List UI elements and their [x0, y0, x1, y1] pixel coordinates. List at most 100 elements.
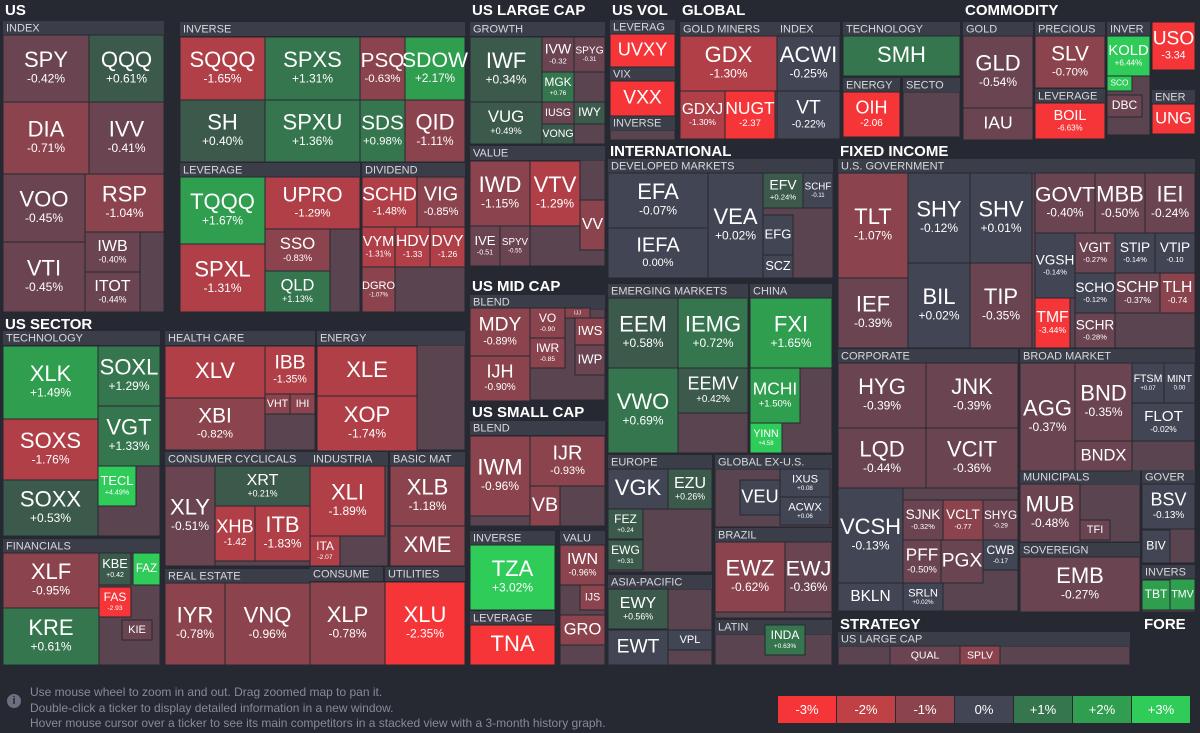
ticker-tile[interactable] [679, 90, 726, 140]
ticker-tile[interactable] [541, 36, 575, 73]
ticker-tile[interactable] [762, 254, 794, 279]
ticker-tile[interactable] [469, 435, 531, 517]
ticker-tile[interactable] [607, 468, 669, 510]
ticker-tile[interactable] [2, 607, 100, 666]
ticker-tile[interactable] [1114, 232, 1156, 274]
ticker-tile[interactable] [784, 541, 833, 613]
ticker-tile[interactable] [224, 582, 311, 666]
ticker-tile[interactable] [607, 297, 679, 369]
ticker-tile[interactable] [969, 262, 1033, 349]
ticker-tile[interactable] [902, 582, 944, 612]
ticker-tile[interactable] [309, 465, 386, 537]
ticker-tile[interactable] [609, 80, 676, 117]
ticker-tile[interactable] [361, 266, 396, 313]
ticker-tile[interactable] [1034, 297, 1071, 349]
ticker-tile[interactable] [469, 160, 531, 227]
ticker-tile[interactable] [2, 34, 90, 103]
ticker-tile[interactable] [1106, 75, 1133, 92]
ticker-tile[interactable] [429, 226, 466, 268]
ticker-tile[interactable] [394, 226, 431, 268]
ticker-tile[interactable] [179, 36, 266, 101]
ticker-tile[interactable] [164, 582, 226, 666]
ticker-tile[interactable] [842, 35, 961, 77]
ticker-tile[interactable] [837, 362, 927, 429]
ticker-tile[interactable] [579, 199, 606, 251]
ticker-tile[interactable] [1074, 440, 1133, 472]
ticker-tile[interactable] [404, 99, 466, 163]
ticker-tile[interactable] [384, 581, 466, 666]
ticker-tile[interactable] [97, 405, 161, 467]
ticker-tile[interactable] [925, 362, 1019, 429]
ticker-tile[interactable] [264, 345, 316, 395]
ticker-tile[interactable] [962, 107, 1034, 141]
ticker-tile[interactable] [88, 34, 165, 103]
ticker-tile[interactable] [1106, 35, 1151, 77]
ticker-tile[interactable] [607, 227, 709, 279]
ticker-tile[interactable] [404, 36, 466, 101]
ticker-tile[interactable] [1074, 312, 1116, 349]
ticker-tile[interactable] [529, 337, 566, 369]
ticker-tile[interactable] [97, 345, 161, 407]
ticker-tile[interactable] [1019, 556, 1141, 613]
ticker-tile[interactable] [1034, 35, 1106, 89]
ticker-tile[interactable] [677, 297, 749, 369]
ticker-tile[interactable] [361, 226, 396, 268]
ticker-tile[interactable] [97, 465, 137, 507]
ticker-tile[interactable] [84, 173, 165, 233]
ticker-tile[interactable] [574, 317, 606, 346]
ticker-tile[interactable] [1074, 272, 1116, 314]
ticker-tile[interactable] [1131, 402, 1196, 442]
ticker-tile[interactable] [574, 344, 606, 376]
ticker-tile[interactable] [1151, 21, 1196, 71]
ticker-tile[interactable] [1114, 272, 1161, 314]
ticker-tile[interactable] [1079, 519, 1111, 541]
ticker-tile[interactable] [88, 101, 165, 175]
ticker-tile[interactable] [264, 176, 361, 230]
ticker-tile[interactable] [969, 172, 1033, 264]
ticker-tile[interactable] [264, 270, 331, 313]
ticker-tile[interactable] [802, 172, 834, 209]
ticker-tile[interactable] [1074, 362, 1133, 442]
ticker-tile[interactable] [579, 584, 606, 611]
ticker-tile[interactable] [837, 172, 909, 279]
ticker-tile[interactable] [359, 36, 406, 101]
ticker-tile[interactable] [1094, 172, 1146, 234]
ticker-tile[interactable] [469, 624, 556, 666]
ticker-tile[interactable] [609, 33, 676, 68]
ticker-tile[interactable] [779, 496, 831, 526]
ticker-tile[interactable] [962, 35, 1034, 109]
ticker-tile[interactable] [98, 552, 132, 586]
ticker-tile[interactable] [607, 172, 709, 229]
ticker-tile[interactable] [132, 552, 161, 586]
ticker-tile[interactable] [940, 539, 984, 584]
ticker-tile[interactable] [607, 539, 644, 571]
ticker-tile[interactable] [573, 101, 606, 125]
ticker-tile[interactable] [776, 35, 841, 92]
ticker-tile[interactable] [1151, 103, 1196, 135]
ticker-tile[interactable] [179, 176, 266, 245]
ticker-tile[interactable] [389, 465, 466, 527]
ticker-tile[interactable] [679, 35, 778, 92]
ticker-tile[interactable] [499, 225, 531, 267]
ticker-tile[interactable] [2, 552, 100, 609]
ticker-tile[interactable] [837, 582, 904, 612]
ticker-tile[interactable] [714, 541, 786, 613]
ticker-tile[interactable] [309, 581, 386, 666]
ticker-tile[interactable] [121, 619, 153, 641]
ticker-tile[interactable] [469, 355, 531, 402]
ticker-tile[interactable] [2, 241, 86, 313]
ticker-tile[interactable] [764, 624, 806, 656]
ticker-tile[interactable] [469, 544, 556, 611]
ticker-tile[interactable] [529, 160, 581, 227]
ticker-tile[interactable] [1019, 362, 1076, 472]
ticker-tile[interactable] [529, 435, 606, 487]
ticker-tile[interactable] [982, 499, 1019, 541]
ticker-tile[interactable] [469, 225, 501, 267]
ticker-tile[interactable] [214, 465, 311, 507]
ticker-tile[interactable] [529, 485, 561, 527]
ticker-tile[interactable] [776, 90, 841, 140]
ticker-tile[interactable] [1141, 579, 1171, 611]
ticker-tile[interactable] [1141, 529, 1171, 564]
ticker-tile[interactable] [1019, 483, 1081, 543]
ticker-tile[interactable] [389, 525, 466, 567]
